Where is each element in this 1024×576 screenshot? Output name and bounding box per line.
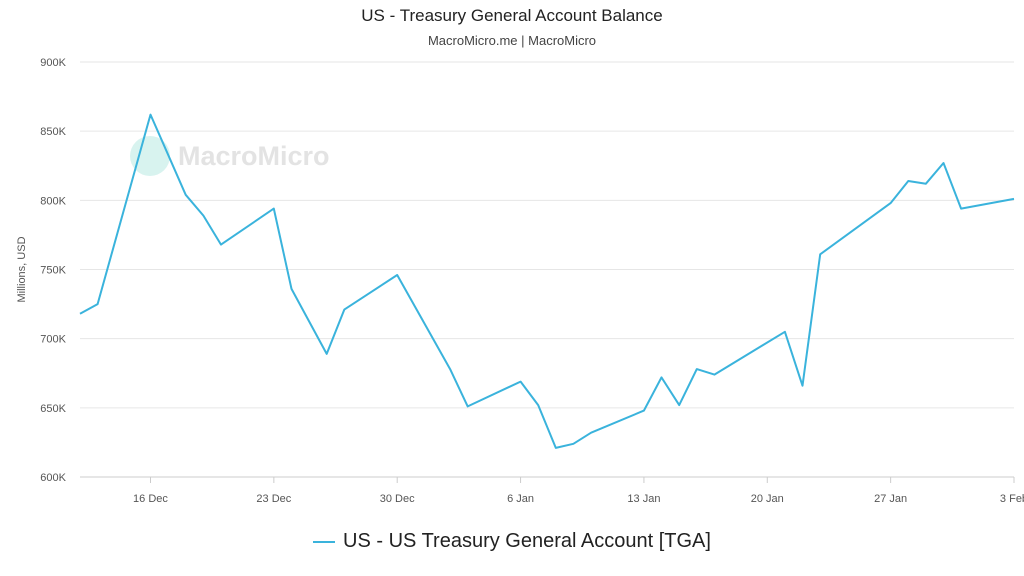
data-point	[219, 242, 223, 246]
data-point	[554, 446, 558, 450]
x-tick-label: 20 Jan	[751, 493, 784, 505]
y-tick-label: 650K	[40, 403, 66, 415]
y-tick-label: 750K	[40, 265, 66, 277]
data-point	[395, 273, 399, 277]
y-axis-title: Millions, USD	[16, 236, 28, 302]
data-point	[465, 404, 469, 408]
x-tick-label: 13 Jan	[627, 493, 660, 505]
data-point	[924, 182, 928, 186]
y-tick-label: 900K	[40, 57, 66, 69]
data-point	[888, 201, 892, 205]
data-point	[325, 352, 329, 356]
data-point	[536, 403, 540, 407]
data-point	[818, 252, 822, 256]
data-point	[272, 206, 276, 210]
x-tick-label: 16 Dec	[133, 493, 168, 505]
y-tick-label: 800K	[40, 195, 66, 207]
data-point	[201, 213, 205, 217]
data-point	[342, 307, 346, 311]
data-point	[712, 372, 716, 376]
y-tick-label: 850K	[40, 126, 66, 138]
data-point	[518, 379, 522, 383]
data-point	[906, 179, 910, 183]
legend-line-icon	[313, 540, 336, 543]
series-line	[79, 113, 1015, 449]
data-point	[783, 330, 787, 334]
legend-label[interactable]: US - US Treasury General Account [TGA]	[343, 530, 711, 552]
data-point	[184, 193, 188, 197]
data-point	[78, 312, 82, 316]
data-point	[571, 442, 575, 446]
data-point	[642, 408, 646, 412]
data-point	[959, 206, 963, 210]
y-tick-label: 700K	[40, 334, 66, 346]
x-tick-label: 23 Dec	[256, 493, 291, 505]
chart-subtitle: MacroMicro.me | MacroMicro	[427, 33, 597, 48]
legend[interactable]: US - US Treasury General Account [TGA]	[0, 530, 1024, 553]
data-point	[941, 161, 945, 165]
data-point	[289, 287, 293, 291]
data-point	[589, 431, 593, 435]
data-point	[148, 112, 152, 116]
data-point	[695, 367, 699, 371]
chart-title: US - Treasury General Account Balance	[361, 6, 663, 25]
watermark-text: MacroMicro	[178, 140, 330, 171]
x-tick-label: 3 Feb	[1000, 493, 1024, 505]
x-tick-label: 27 Jan	[874, 493, 907, 505]
data-point	[448, 367, 452, 371]
data-point	[95, 302, 99, 306]
data-point	[1012, 197, 1016, 201]
data-point	[800, 384, 804, 388]
x-tick-label: 6 Jan	[507, 493, 534, 505]
y-tick-label: 600K	[40, 472, 66, 484]
data-point	[659, 375, 663, 379]
data-point	[677, 403, 681, 407]
x-tick-label: 30 Dec	[380, 493, 415, 505]
